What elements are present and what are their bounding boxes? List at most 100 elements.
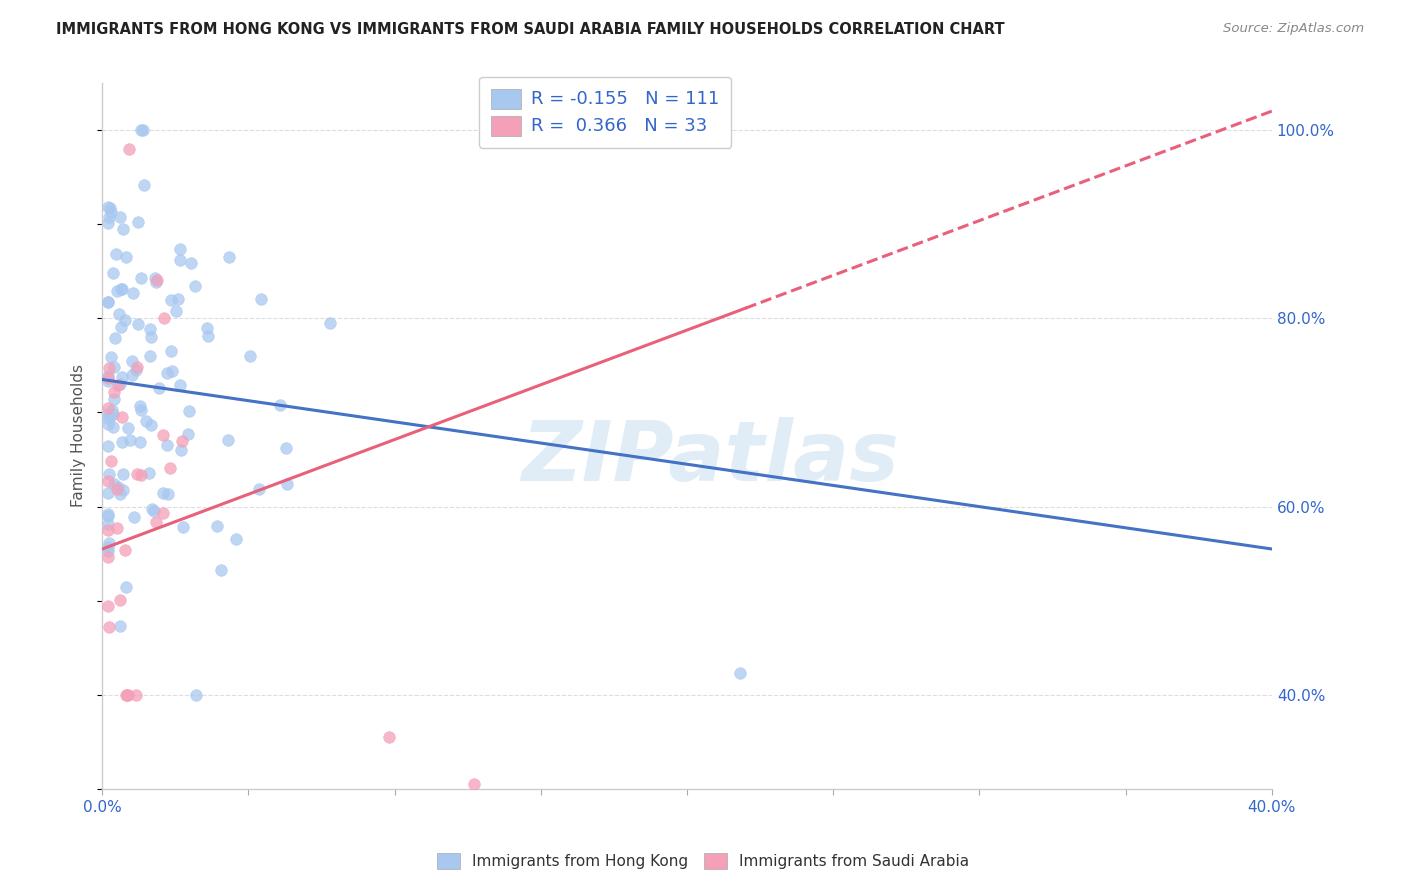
Point <box>138 467 160 481</box>
Point <box>160 364 183 378</box>
Point <box>110 320 132 334</box>
Point <box>209 563 232 577</box>
Point <box>103 477 125 491</box>
Point <box>111 282 134 296</box>
Point <box>160 293 183 307</box>
Point <box>103 384 125 399</box>
Point <box>121 368 143 382</box>
Point <box>104 246 127 260</box>
Point <box>108 593 131 607</box>
Point <box>97 411 120 425</box>
Point <box>728 666 751 681</box>
Text: IMMIGRANTS FROM HONG KONG VS IMMIGRANTS FROM SAUDI ARABIA FAMILY HOUSEHOLDS CORR: IMMIGRANTS FROM HONG KONG VS IMMIGRANTS … <box>56 22 1005 37</box>
Point <box>97 523 120 537</box>
Point <box>105 521 128 535</box>
Point <box>97 210 120 224</box>
Point <box>145 515 167 529</box>
Point <box>152 485 174 500</box>
Point <box>105 284 128 298</box>
Point <box>170 443 193 458</box>
Point <box>247 482 270 496</box>
Point <box>141 329 163 343</box>
Point <box>129 468 152 483</box>
Point <box>97 536 120 550</box>
Point <box>152 428 174 442</box>
Point <box>117 688 139 702</box>
Point <box>152 506 174 520</box>
Point <box>170 434 193 448</box>
Point <box>115 688 138 702</box>
Point <box>111 222 134 236</box>
Point <box>114 250 136 264</box>
Point <box>125 359 148 374</box>
Point <box>97 374 120 388</box>
Point <box>121 353 143 368</box>
Point <box>179 403 201 417</box>
Text: ZIPatlas: ZIPatlas <box>522 417 900 498</box>
Point <box>197 329 219 343</box>
Point <box>125 688 148 702</box>
Point <box>97 439 120 453</box>
Point <box>125 363 148 377</box>
Point <box>139 418 162 433</box>
Point <box>110 487 132 501</box>
Legend: Immigrants from Hong Kong, Immigrants from Saudi Arabia: Immigrants from Hong Kong, Immigrants fr… <box>432 847 974 875</box>
Point <box>319 316 342 330</box>
Point <box>117 142 139 156</box>
Point <box>172 520 194 534</box>
Point <box>378 731 401 745</box>
Point <box>169 242 191 256</box>
Point <box>225 533 247 547</box>
Point <box>239 349 262 363</box>
Point <box>105 482 128 496</box>
Point <box>249 292 271 306</box>
Point <box>160 344 183 359</box>
Point <box>97 540 120 554</box>
Point <box>139 349 162 363</box>
Point <box>276 477 298 491</box>
Point <box>148 381 170 395</box>
Point <box>98 467 121 482</box>
Point <box>108 210 131 224</box>
Point <box>186 688 208 702</box>
Point <box>184 278 207 293</box>
Point <box>114 543 136 558</box>
Point <box>195 321 218 335</box>
Point <box>180 256 202 270</box>
Point <box>98 360 121 375</box>
Point <box>142 504 165 518</box>
Point <box>97 417 120 431</box>
Point <box>97 401 120 415</box>
Point <box>100 205 122 219</box>
Point <box>103 359 125 374</box>
Point <box>110 282 132 296</box>
Point <box>269 398 291 412</box>
Point <box>111 435 134 450</box>
Point <box>139 322 162 336</box>
Point <box>141 501 163 516</box>
Point <box>114 313 136 327</box>
Point <box>97 599 120 613</box>
Point <box>97 369 120 384</box>
Point <box>156 438 179 452</box>
Y-axis label: Family Households: Family Households <box>72 365 86 508</box>
Text: Source: ZipAtlas.com: Source: ZipAtlas.com <box>1223 22 1364 36</box>
Point <box>129 271 152 285</box>
Point <box>118 434 141 448</box>
Point <box>176 426 198 441</box>
Point <box>100 350 122 364</box>
Point <box>129 435 152 450</box>
Point <box>97 508 120 523</box>
Point <box>98 409 121 424</box>
Point <box>128 399 150 413</box>
Point <box>107 480 129 494</box>
Point <box>125 467 148 482</box>
Point <box>117 421 139 435</box>
Point <box>111 410 134 425</box>
Point <box>127 214 149 228</box>
Point <box>101 419 124 434</box>
Point <box>127 317 149 331</box>
Point <box>152 310 174 325</box>
Point <box>97 200 120 214</box>
Point <box>103 392 125 406</box>
